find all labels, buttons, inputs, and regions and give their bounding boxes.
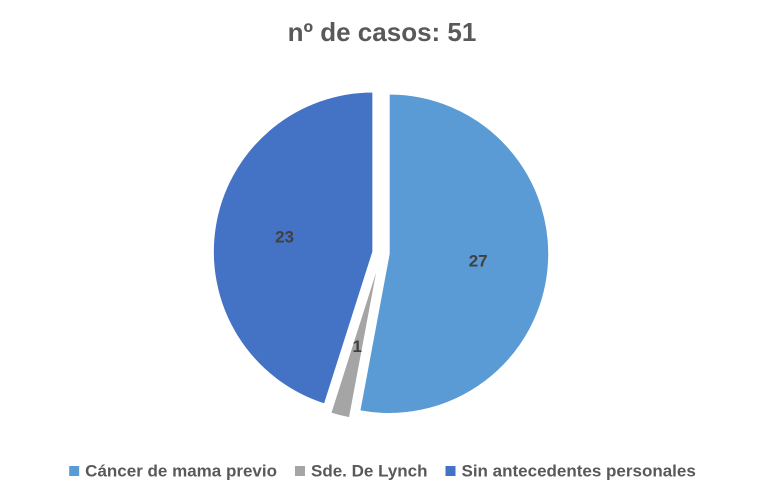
legend-label: Cáncer de mama previo bbox=[85, 461, 277, 480]
data-label: 27 bbox=[469, 251, 488, 270]
legend-label: Sde. De Lynch bbox=[311, 461, 428, 480]
data-label: 1 bbox=[352, 337, 361, 356]
legend-swatch bbox=[69, 466, 80, 476]
data-label: 23 bbox=[275, 228, 294, 247]
legend-swatch bbox=[445, 466, 456, 476]
chart-title: nº de casos: 51 bbox=[288, 17, 477, 47]
pie-slice bbox=[329, 260, 380, 419]
pie-slice bbox=[358, 92, 550, 415]
pie-slice bbox=[212, 91, 374, 406]
legend-label: Sin antecedentes personales bbox=[462, 461, 696, 480]
legend-swatch bbox=[294, 466, 305, 476]
